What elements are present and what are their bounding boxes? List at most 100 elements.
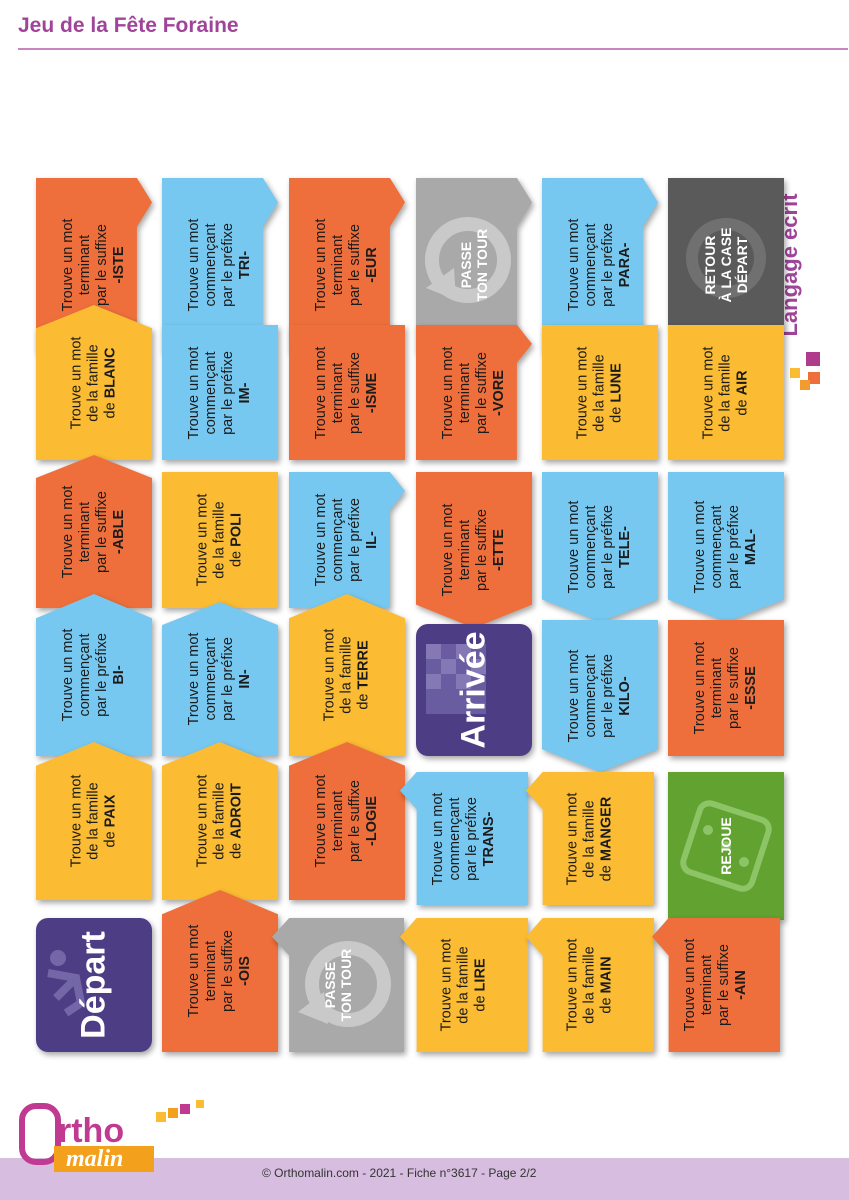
- board-square: Trouve un mot commençant par le préfixe TRI…: [162, 178, 278, 352]
- square-line: terminant: [203, 940, 219, 1002]
- board-square: Trouve un mot de la famille de POLI: [162, 472, 278, 608]
- square-line: par le suffixe: [474, 509, 490, 591]
- board-square: Trouve un mot terminant par le suffixe -LOG…: [289, 742, 405, 900]
- square-line: Trouve un mot: [313, 774, 329, 868]
- square-line: terminant: [330, 234, 346, 296]
- start-square: Départ: [36, 918, 152, 1052]
- square-keyword: LUNE: [608, 362, 625, 403]
- square-keyword: -ESSE: [743, 666, 759, 710]
- square-line: par le préfixe: [464, 796, 480, 881]
- square-keyword: LIRE: [472, 958, 489, 992]
- board-square: Trouve un mot terminant par le suffixe -AIN: [652, 918, 780, 1052]
- square-line: par le suffixe: [347, 224, 363, 306]
- square-line: Trouve un mot: [566, 218, 582, 312]
- board-square: Trouve un mot commençant par le préfixe PAR…: [542, 178, 658, 352]
- square-line: par le préfixe: [220, 223, 236, 307]
- board-square: Trouve un mot de la famille de AIR: [668, 325, 784, 460]
- orthomalin-logo: rtho malin: [18, 1098, 218, 1178]
- board-square: Trouve un mot de la famille de MAIN: [526, 918, 654, 1052]
- accent-square-orange-small: [800, 380, 810, 390]
- checkered-flag-icon: [426, 644, 486, 714]
- square-keyword: TERRE: [355, 640, 372, 690]
- square-line: commençant: [203, 637, 219, 721]
- square-line: de: [472, 995, 489, 1012]
- square-line: commençant: [709, 505, 725, 589]
- square-line: de: [102, 831, 119, 848]
- square-keyword: KILO-: [617, 676, 633, 716]
- finish-square: Arrivée: [416, 624, 532, 756]
- square-line: terminant: [457, 362, 473, 423]
- square-line: commençant: [77, 633, 93, 717]
- runner-icon: [47, 950, 86, 1017]
- board-square: Trouve un mot de la famille de MANGER: [526, 772, 654, 905]
- board-square: Trouve un mot de la famille de BLANC: [36, 305, 152, 460]
- square-line: par le suffixe: [474, 351, 490, 434]
- pass-turn-square: PASSE TON TOUR: [416, 178, 532, 352]
- square-line: de la famille: [85, 343, 102, 422]
- square-line: commençant: [203, 223, 219, 307]
- square-keyword: TELE-: [617, 526, 633, 568]
- dice-icon: [680, 800, 772, 892]
- square-line: par le suffixe: [347, 351, 363, 434]
- square-line: Trouve un mot: [692, 641, 708, 735]
- square-line: Trouve un mot: [60, 218, 76, 312]
- board-square: Trouve un mot de la famille de LUNE: [542, 325, 658, 460]
- square-line: de la famille: [338, 636, 355, 714]
- square-line: de la famille: [581, 946, 598, 1024]
- square-keyword: MAL-: [743, 528, 759, 566]
- pass-label-1: PASSE: [322, 961, 338, 1009]
- board-square: Trouve un mot de la famille de LIRE: [400, 918, 528, 1052]
- square-line: Trouve un mot: [440, 346, 456, 439]
- square-line: de la famille: [85, 782, 102, 860]
- square-line: de la famille: [581, 799, 598, 878]
- board-square: Trouve un mot de la famille de PAIX: [36, 742, 152, 900]
- square-line: Trouve un mot: [440, 503, 456, 597]
- square-line: de la famille: [211, 782, 228, 860]
- square-line: Trouve un mot: [68, 336, 85, 429]
- square-line: Trouve un mot: [430, 792, 446, 885]
- square-line: Trouve un mot: [194, 774, 211, 868]
- square-line: Trouve un mot: [60, 485, 76, 578]
- play-again-square: REJOUE: [668, 772, 784, 920]
- square-line: terminant: [457, 519, 473, 581]
- square-line: par le suffixe: [94, 490, 110, 573]
- square-line: par le préfixe: [220, 350, 236, 435]
- square-keyword: IM-: [237, 382, 253, 403]
- square-keyword: -ETTE: [491, 529, 507, 571]
- square-keyword: BLANC: [102, 347, 119, 398]
- play-again-label: REJOUE: [718, 817, 734, 875]
- arrow-circle-icon: [686, 218, 766, 298]
- square-line: commençant: [583, 223, 599, 307]
- square-line: Trouve un mot: [438, 938, 455, 1032]
- square-line: par le préfixe: [600, 505, 616, 589]
- accent-square-orange: [808, 372, 820, 384]
- back-to-start-square: RETOUR À LA CASE DÉPART: [668, 178, 784, 352]
- square-keyword: -ISME: [364, 372, 380, 413]
- square-line: par le préfixe: [600, 654, 616, 738]
- square-line: par le suffixe: [220, 930, 236, 1012]
- square-line: Trouve un mot: [692, 500, 708, 594]
- square-line: Trouve un mot: [194, 493, 211, 587]
- start-label: Départ: [74, 931, 113, 1039]
- square-line: terminant: [77, 234, 93, 296]
- square-line: de: [598, 864, 615, 881]
- square-line: commençant: [583, 505, 599, 589]
- square-line: terminant: [330, 790, 346, 852]
- square-line: Trouve un mot: [186, 632, 202, 726]
- svg-text:rtho: rtho: [58, 1112, 124, 1150]
- square-keyword: -ABLE: [111, 509, 127, 554]
- square-line: commençant: [447, 797, 463, 881]
- square-line: Trouve un mot: [186, 924, 202, 1018]
- page-title: Jeu de la Fête Foraine: [18, 14, 239, 37]
- title-divider: [18, 48, 848, 50]
- svg-text:malin: malin: [66, 1146, 123, 1172]
- arrow-circle-icon: [298, 941, 391, 1027]
- square-line: Trouve un mot: [313, 218, 329, 312]
- board-square: Trouve un mot commençant par le préfixe MAL…: [668, 472, 784, 622]
- square-line: terminant: [709, 657, 725, 719]
- pass-label-2: TON TOUR: [338, 948, 354, 1022]
- square-line: Trouve un mot: [564, 792, 581, 885]
- square-line: de la famille: [591, 353, 608, 432]
- square-keyword: -OIS: [237, 956, 253, 986]
